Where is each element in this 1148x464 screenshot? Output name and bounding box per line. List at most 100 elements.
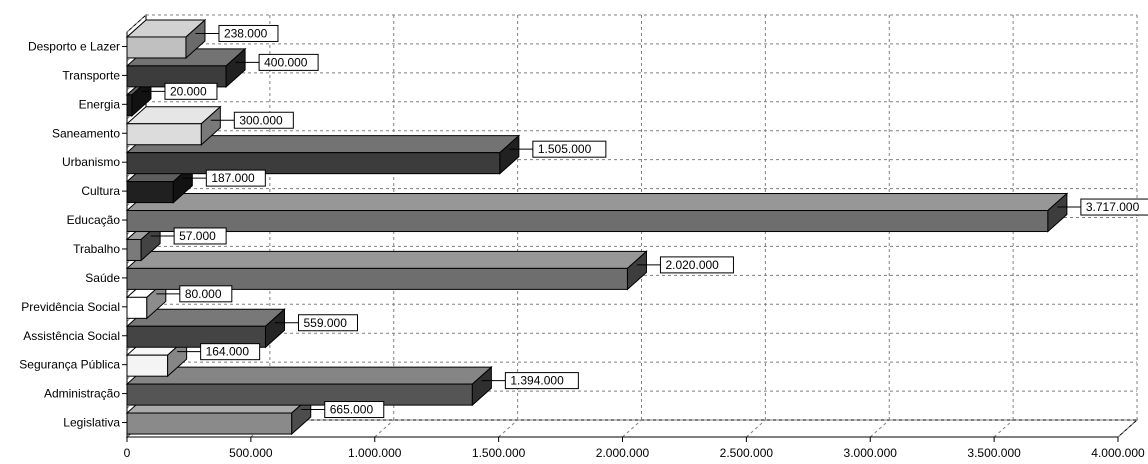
category-label: Transporte	[62, 68, 120, 82]
x-tick-label: 4.000.000	[1091, 446, 1145, 460]
bar-top	[125, 250, 648, 269]
gridline-floor	[746, 419, 766, 438]
x-tick-labels: 0 500.000 1.000.000 1.500.000 2.000.000 2.500…	[124, 446, 1145, 460]
bar	[125, 365, 493, 407]
data-label: 80.000	[156, 285, 233, 303]
data-labels: 238.000 400.000 20.000 300.000 1.505.000 187.…	[141, 24, 1148, 419]
data-label-box	[218, 24, 279, 42]
data-label-box	[297, 314, 358, 332]
bar-front	[126, 181, 174, 204]
data-label-box	[164, 82, 218, 100]
data-label-box	[258, 53, 319, 71]
data-label: 400.000	[235, 53, 319, 71]
gridline-floor	[869, 419, 890, 438]
data-label-text: 187.000	[211, 171, 255, 185]
bar-front	[126, 354, 169, 377]
bar-front	[126, 412, 293, 435]
category-label: Urbanismo	[62, 155, 120, 169]
x-tick-label: 1.000.000	[348, 446, 402, 460]
x-tick-label: 0	[124, 446, 131, 460]
gridline-floor	[1117, 419, 1138, 438]
bar-front	[126, 238, 142, 261]
data-label: 665.000	[301, 401, 385, 419]
data-label-text: 164.000	[206, 345, 250, 359]
data-label: 187.000	[182, 169, 266, 187]
bar-front	[126, 210, 1049, 233]
data-label-text: 300.000	[239, 113, 283, 127]
bar-side	[185, 18, 206, 60]
data-label-box	[200, 343, 261, 361]
gridline-left-wall	[126, 14, 147, 33]
data-label: 2.020.000	[636, 256, 734, 274]
bars	[125, 18, 1069, 436]
category-label: Previdência Social	[21, 300, 120, 314]
data-label-text: 80.000	[185, 287, 222, 301]
data-label: 238.000	[195, 24, 279, 42]
data-label-box	[233, 111, 294, 129]
data-label-box	[179, 285, 233, 303]
x-tick-label: 500.000	[229, 446, 273, 460]
bar-front	[126, 383, 473, 406]
data-label: 1.505.000	[509, 140, 607, 158]
data-label-box	[324, 401, 385, 419]
bar	[125, 250, 648, 291]
x-tick-label: 1.500.000	[472, 446, 526, 460]
bar	[125, 308, 286, 349]
category-label: Saneamento	[52, 126, 120, 140]
bar-front	[126, 152, 501, 175]
data-label-box	[532, 140, 607, 158]
bar-side	[264, 308, 285, 349]
data-label: 559.000	[274, 314, 358, 332]
data-label: 164.000	[177, 343, 261, 361]
bar-side	[499, 134, 520, 175]
category-label: Administração	[44, 387, 120, 401]
category-label: Assistência Social	[23, 329, 120, 343]
data-label-text: 665.000	[330, 403, 374, 417]
bar	[125, 134, 521, 175]
data-label-text: 2.020.000	[665, 258, 719, 272]
data-label: 300.000	[210, 111, 294, 129]
x-tick-label: 3.500.000	[967, 446, 1021, 460]
bar-side	[626, 250, 647, 291]
data-label-text: 559.000	[303, 316, 347, 330]
data-label-text: 238.000	[224, 26, 268, 40]
category-labels: Desporto e Lazer Transporte Energia Saneame…	[19, 39, 120, 429]
bar-front	[126, 94, 133, 117]
bar-front	[126, 36, 187, 59]
gridline-floor	[374, 419, 395, 438]
data-label-box	[173, 227, 227, 245]
bar-side	[200, 105, 221, 146]
data-label-text: 1.505.000	[538, 142, 592, 156]
category-label: Educação	[67, 213, 121, 227]
category-label: Desporto e Lazer	[28, 39, 120, 53]
x-tick-label: 2.000.000	[596, 446, 650, 460]
data-label: 57.000	[150, 227, 227, 245]
data-label-box	[504, 372, 579, 390]
bar	[125, 105, 222, 146]
data-label: 1.394.000	[481, 372, 579, 390]
bar-side	[225, 47, 246, 89]
gridline-floor	[993, 419, 1014, 438]
bar-side	[471, 365, 492, 407]
bar	[125, 18, 207, 60]
x-tick-label: 2.500.000	[720, 446, 774, 460]
gridline-floor	[498, 419, 518, 438]
data-label-text: 1.394.000	[510, 374, 564, 388]
category-label: Cultura	[81, 184, 120, 198]
bar-front	[126, 123, 202, 146]
data-label-box	[659, 256, 734, 274]
gridline-floor	[622, 419, 642, 438]
data-label-box	[205, 169, 266, 187]
data-label-text: 3.717.000	[1086, 200, 1140, 214]
category-label: Energia	[79, 97, 121, 111]
category-label: Segurança Pública	[19, 358, 120, 372]
category-label: Trabalho	[73, 242, 120, 256]
bar-top	[125, 366, 493, 385]
bar-front	[126, 296, 148, 319]
bar-top	[125, 193, 1069, 212]
data-label-text: 400.000	[264, 55, 308, 69]
x-tick-label: 3.000.000	[844, 446, 898, 460]
data-label-text: 20.000	[170, 84, 207, 98]
bar-side	[1047, 192, 1068, 233]
